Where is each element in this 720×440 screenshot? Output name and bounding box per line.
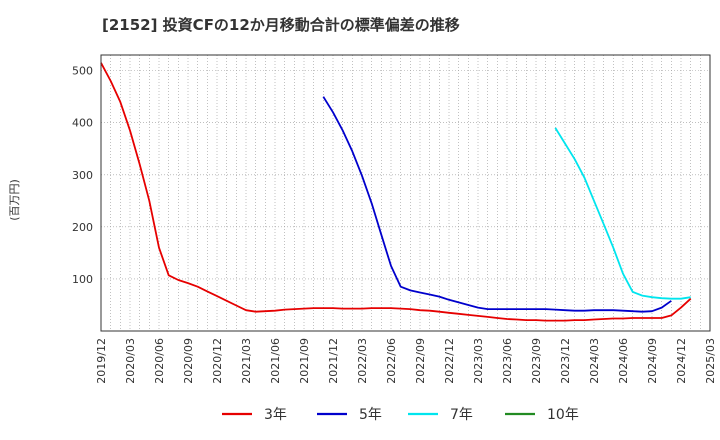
chart-title: [2152] 投資CFの12か月移動合計の標準偏差の推移 (102, 16, 460, 34)
legend-label: 5年 (359, 407, 382, 423)
x-tick-label: 2024/03 (588, 338, 601, 384)
y-tick-label: 400 (72, 117, 93, 130)
series-line (554, 127, 691, 300)
x-tick-label: 2022/12 (443, 338, 456, 384)
x-tick-label: 2024/12 (675, 338, 688, 384)
y-tick-label: 500 (72, 65, 93, 78)
x-tick-label: 2024/09 (646, 338, 659, 384)
legend-label: 7年 (450, 407, 473, 423)
x-tick-label: 2022/09 (414, 338, 427, 384)
plot-frame (100, 54, 711, 332)
x-tick-label: 2024/06 (617, 338, 630, 384)
x-tick-label: 2019/12 (95, 338, 108, 384)
x-tick-label: 2022/06 (385, 338, 398, 384)
y-axis-label: (百万円) (8, 179, 21, 221)
legend-label: 10年 (547, 407, 579, 423)
y-tick-label: 200 (72, 221, 93, 234)
y-tick-label: 100 (72, 273, 93, 286)
legend-label: 3年 (264, 407, 287, 423)
x-tick-label: 2023/12 (559, 338, 572, 384)
x-tick-label: 2021/06 (269, 338, 282, 384)
legend: 3年 5年 7年 10年 (222, 407, 579, 423)
x-tick-label: 2023/06 (501, 338, 514, 384)
x-tick-label: 2020/03 (124, 338, 137, 384)
series-line (322, 96, 672, 313)
x-tick-label: 2021/09 (298, 338, 311, 384)
y-ticks: 100 200 300 400 500 (72, 65, 93, 286)
series-group (100, 62, 692, 322)
x-tick-label: 2020/06 (153, 338, 166, 384)
x-tick-label: 2021/03 (240, 338, 253, 384)
x-tick-label: 2023/03 (472, 338, 485, 384)
y-tick-label: 300 (72, 169, 93, 182)
x-tick-label: 2022/03 (356, 338, 369, 384)
x-tick-label: 2025/03 (704, 338, 717, 384)
x-tick-label: 2021/12 (327, 338, 340, 384)
series-line (100, 62, 692, 322)
grid (101, 55, 710, 331)
x-tick-label: 2020/09 (182, 338, 195, 384)
x-tick-label: 2020/12 (211, 338, 224, 384)
x-ticks: 2019/12 2020/03 2020/06 2020/09 2020/12 2021/… (95, 338, 717, 384)
x-tick-label: 2023/09 (530, 338, 543, 384)
